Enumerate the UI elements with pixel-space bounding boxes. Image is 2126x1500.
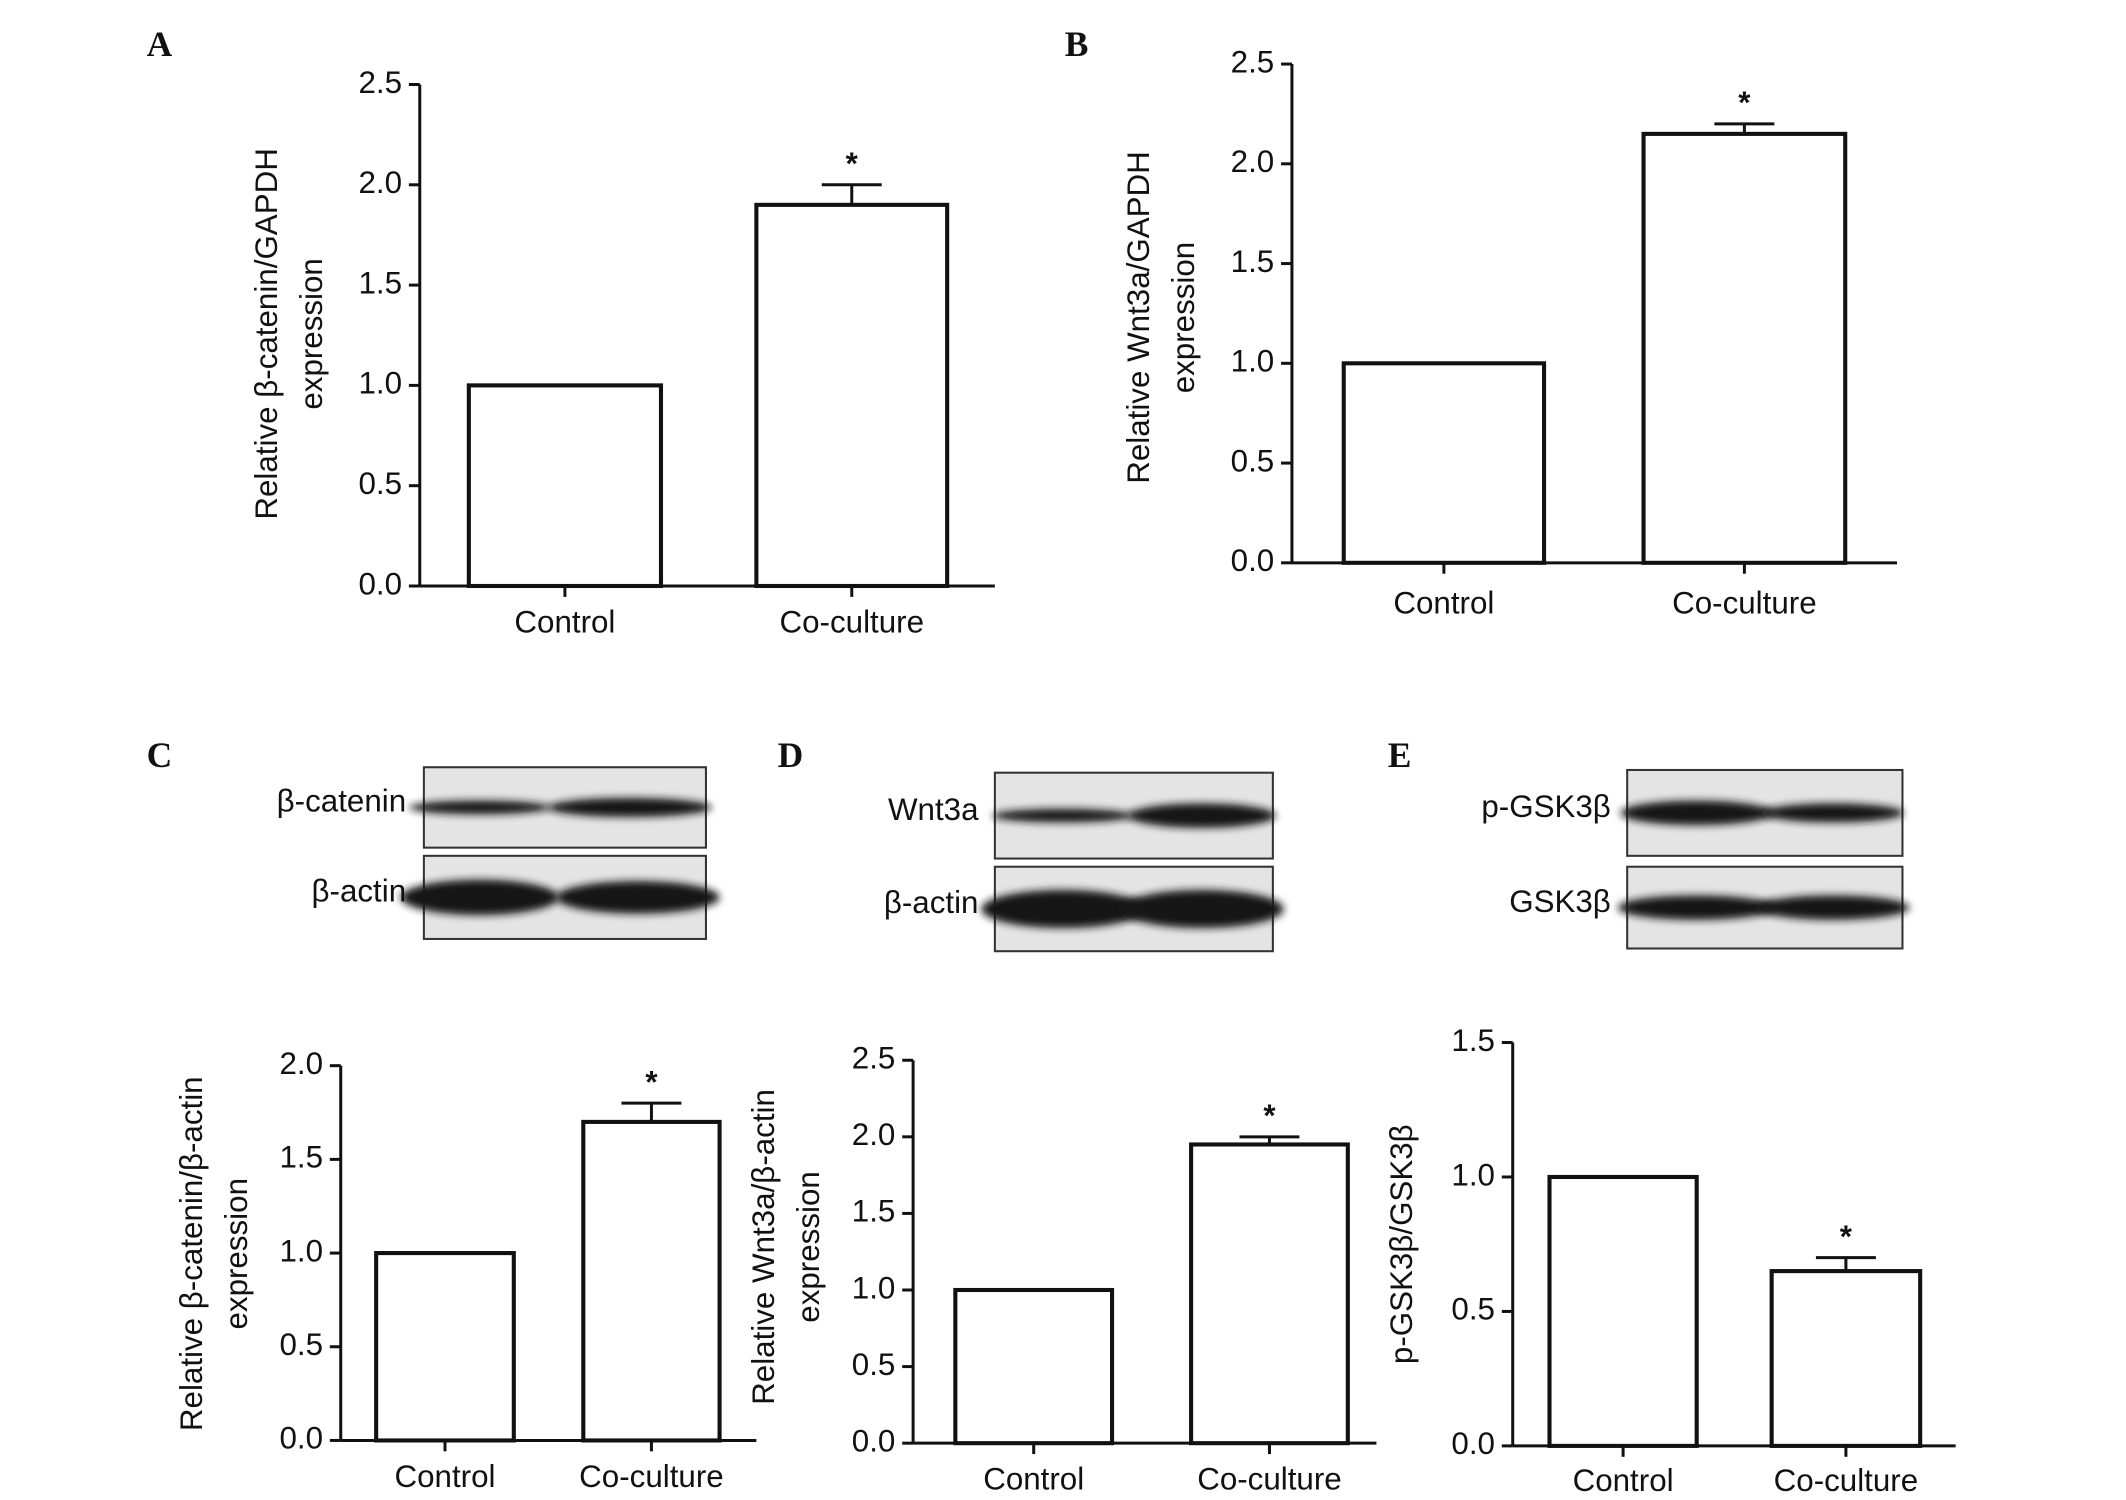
- bar: [1341, 361, 1547, 565]
- blot-band: [1756, 895, 1910, 920]
- bar: [581, 1119, 722, 1443]
- blot-band: [408, 800, 551, 815]
- significance-mark: *: [846, 146, 859, 181]
- y-tick-label: 2.5: [852, 1041, 896, 1076]
- y-tick-label: 1.5: [358, 265, 402, 300]
- y-axis-label: expression: [791, 1171, 826, 1323]
- y-tick-label: 1.5: [852, 1194, 896, 1229]
- y-tick-label: 0.0: [1451, 1426, 1495, 1461]
- y-tick-label: 1.5: [279, 1140, 323, 1175]
- x-tick-label: Control: [1393, 585, 1494, 620]
- error-bar: [1714, 122, 1775, 134]
- x-tick-label: Co-culture: [780, 604, 925, 639]
- blot-band: [1762, 803, 1904, 823]
- y-tick-label: 0.5: [279, 1327, 323, 1362]
- significance-mark: *: [1738, 85, 1751, 120]
- bar: [466, 383, 664, 589]
- y-tick-label: 0.0: [279, 1421, 323, 1456]
- error-bar: [1815, 1256, 1876, 1272]
- y-tick-label: 0.0: [852, 1423, 896, 1458]
- bar: [754, 202, 950, 589]
- blot-band: [1120, 889, 1284, 929]
- y-tick-label: 2.0: [1231, 144, 1275, 179]
- x-tick-label: Control: [514, 604, 615, 639]
- x-tick-label: Co-culture: [1197, 1462, 1342, 1497]
- blot-label: Wnt3a: [888, 792, 979, 827]
- blot-label: β-actin: [884, 885, 979, 920]
- y-axis-label: Relative Wnt3a/GAPDH: [1121, 151, 1156, 484]
- x-tick-label: Control: [983, 1462, 1084, 1497]
- blot-label: p-GSK3β: [1481, 789, 1610, 824]
- panel-letter: D: [778, 735, 804, 775]
- panel-letter: B: [1065, 24, 1089, 64]
- blot-band: [547, 797, 712, 817]
- blot-band: [1128, 803, 1276, 828]
- error-bar: [621, 1101, 682, 1122]
- blot-band: [1620, 800, 1774, 826]
- y-tick-label: 1.5: [1451, 1023, 1495, 1058]
- y-tick-label: 1.0: [279, 1233, 323, 1268]
- significance-mark: *: [645, 1064, 658, 1099]
- y-tick-label: 2.5: [358, 65, 402, 100]
- y-tick-label: 0.5: [358, 466, 402, 501]
- blot-band: [400, 879, 559, 916]
- y-tick-label: 0.5: [1451, 1292, 1495, 1327]
- bar: [1769, 1269, 1923, 1448]
- blot-band: [556, 881, 720, 914]
- bar: [1547, 1174, 1699, 1448]
- blot-band: [992, 808, 1134, 823]
- blot-label: GSK3β: [1509, 884, 1611, 919]
- significance-mark: *: [1840, 1219, 1853, 1254]
- y-tick-label: 2.0: [852, 1117, 896, 1152]
- y-tick-label: 0.5: [1231, 443, 1275, 478]
- x-tick-label: Co-culture: [1672, 585, 1817, 620]
- y-axis-label: Relative Wnt3a/β-actin: [746, 1089, 781, 1405]
- x-tick-label: Co-culture: [579, 1459, 724, 1494]
- y-axis-label: Relative β-catenin/GAPDH: [249, 148, 284, 519]
- y-tick-label: 1.0: [358, 366, 402, 401]
- blot-band: [981, 889, 1145, 929]
- blot-label: β-actin: [312, 874, 407, 909]
- panel-letter: E: [1388, 735, 1412, 775]
- x-tick-label: Co-culture: [1774, 1463, 1919, 1498]
- y-tick-label: 2.0: [358, 165, 402, 200]
- y-tick-label: 1.5: [1231, 244, 1275, 279]
- y-axis-label: Relative β-catenin/β-actin: [174, 1076, 209, 1431]
- bar: [953, 1287, 1115, 1446]
- y-tick-label: 1.0: [852, 1270, 896, 1305]
- bar: [374, 1251, 516, 1443]
- y-tick-label: 1.0: [1451, 1157, 1495, 1192]
- panel-letter: C: [147, 735, 173, 775]
- y-tick-label: 0.5: [852, 1347, 896, 1382]
- x-tick-label: Control: [1573, 1463, 1674, 1498]
- panel-letter: A: [147, 24, 173, 64]
- y-tick-label: 0.0: [358, 566, 402, 601]
- significance-mark: *: [1263, 1098, 1276, 1133]
- y-tick-label: 2.5: [1231, 44, 1275, 79]
- error-bar: [821, 183, 882, 205]
- y-axis-label: expression: [219, 1178, 254, 1330]
- y-axis-label: expression: [1166, 242, 1201, 394]
- bar: [1189, 1142, 1350, 1446]
- x-tick-label: Control: [394, 1459, 495, 1494]
- error-bar: [1239, 1135, 1300, 1145]
- y-tick-label: 1.0: [1231, 344, 1275, 379]
- y-tick-label: 2.0: [279, 1046, 323, 1081]
- blot-label: β-catenin: [277, 784, 406, 819]
- bar: [1641, 131, 1848, 565]
- y-axis-label: expression: [294, 258, 329, 410]
- y-tick-label: 0.0: [1231, 543, 1275, 578]
- y-axis-label: p-GSK3β/GSK3β: [1384, 1124, 1419, 1364]
- blot-band: [1617, 895, 1776, 920]
